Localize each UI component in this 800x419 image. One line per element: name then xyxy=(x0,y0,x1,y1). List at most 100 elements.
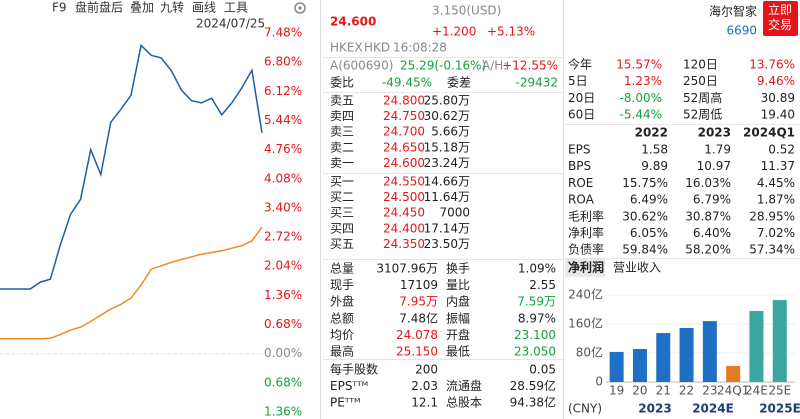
y-tick-label: 6.80% xyxy=(264,55,302,69)
wc-label: 委差 xyxy=(447,76,471,90)
toolbar-item[interactable]: 工具 xyxy=(224,1,248,15)
perf-value: 30.89 xyxy=(761,91,795,105)
fin-label: 毛利率 xyxy=(568,208,604,223)
stat-label: 现手 xyxy=(330,278,354,292)
tab[interactable]: 营业收入 xyxy=(613,261,661,275)
y-tick-label: 1.36% xyxy=(264,405,302,419)
stat-label: 均价 xyxy=(330,328,354,342)
stat-value: 23.100 xyxy=(514,328,556,342)
y-tick-label: 0.68% xyxy=(264,317,302,331)
fin-label: 负债率 xyxy=(568,242,604,257)
stat-label: 量比 xyxy=(446,278,470,292)
stat-label: 总额 xyxy=(330,311,354,325)
fin-value: 11.37 xyxy=(761,159,795,173)
level-price: 24.750 xyxy=(383,109,425,123)
level-label: 卖二 xyxy=(330,140,354,154)
toolbar-item[interactable]: 画线 xyxy=(192,1,216,15)
toolbar-item[interactable]: 九转 xyxy=(160,0,184,15)
stat-value: 23.050 xyxy=(514,345,556,359)
stat-label: 开盘 xyxy=(446,327,470,342)
level-volume: 25.80万 xyxy=(424,94,470,108)
settings-icon[interactable] xyxy=(294,2,306,14)
usd-price: 3.150(USD) xyxy=(432,4,501,18)
stat-label: 最低 xyxy=(446,345,470,359)
price-line xyxy=(0,226,263,340)
stat-value: 25.150 xyxy=(396,345,438,359)
toolbar-item[interactable]: 盘前盘后 xyxy=(75,0,123,15)
ah-premium: +12.55% xyxy=(502,59,558,73)
level-label: 卖五 xyxy=(330,94,354,108)
bar xyxy=(632,349,647,382)
level-label: 卖一 xyxy=(330,156,354,170)
perf-value: -5.44% xyxy=(620,108,662,122)
toolbar-item[interactable]: 叠加 xyxy=(130,1,154,15)
fin-value: 6.79% xyxy=(693,193,731,207)
last-price: 24.600 xyxy=(330,15,376,29)
fin-value: 58.20% xyxy=(685,243,731,257)
y-tick-label: 5.44% xyxy=(264,113,302,127)
y-tick-label: 6.12% xyxy=(264,84,302,98)
perf-label: 52周高 xyxy=(683,90,722,105)
tab[interactable]: 净利润 xyxy=(568,260,604,275)
toolbar-item[interactable]: F9 xyxy=(52,1,67,15)
y-tick-label: 3.40% xyxy=(264,200,302,214)
level-price: 24.650 xyxy=(383,140,425,154)
stat-value: 0.05 xyxy=(529,363,556,377)
trade-button[interactable] xyxy=(763,1,798,36)
fin-label: 净利率 xyxy=(568,225,604,240)
bar xyxy=(749,310,764,382)
level-label: 买四 xyxy=(330,221,354,235)
currency: HKD xyxy=(364,41,390,55)
y-tick-label: 4.08% xyxy=(264,171,302,185)
stat-value: 7.95万 xyxy=(399,295,438,309)
stat-value: 12.1 xyxy=(411,396,438,410)
level-price: 24.400 xyxy=(383,221,425,235)
period-label: (CNY) xyxy=(568,402,602,416)
fin-value: 28.95% xyxy=(749,209,795,223)
period-label: 2025E xyxy=(759,402,800,416)
bar xyxy=(656,333,671,382)
fin-label: EPS xyxy=(568,143,590,157)
level-volume: 14.66万 xyxy=(424,175,470,189)
level-label: 卖四 xyxy=(330,109,354,123)
level-volume: 5.66万 xyxy=(431,125,470,139)
stock-code: 6690 xyxy=(726,24,757,38)
perf-value: 13.76% xyxy=(749,58,795,72)
y-tick-label: 80亿 xyxy=(576,345,603,360)
bar xyxy=(702,321,717,382)
fin-value: 10.97 xyxy=(697,159,731,173)
change-pct: +5.13% xyxy=(487,25,535,39)
fin-value: 57.34% xyxy=(749,243,795,257)
y-tick-label: 0.00% xyxy=(264,346,302,360)
trade-button-label[interactable]: 立即交易 xyxy=(768,2,792,32)
ah-label: A/H: xyxy=(482,59,507,73)
wc: -29432 xyxy=(515,76,558,90)
level-label: 买二 xyxy=(330,190,354,204)
stat-value: 24.078 xyxy=(396,328,438,342)
level-volume: 23.24万 xyxy=(424,156,470,170)
x-tick-label: 19 xyxy=(609,384,624,398)
gear-hub xyxy=(298,6,302,10)
y-tick-label: 0.68% xyxy=(264,375,302,389)
level-price: 24.700 xyxy=(383,125,425,139)
level-price: 24.800 xyxy=(383,94,425,108)
stat-label: 流通盘 xyxy=(446,378,482,393)
a-price: 25.29(-0.16%) xyxy=(400,59,486,73)
perf-label: 60日 xyxy=(568,108,595,122)
perf-label: 今年 xyxy=(568,57,592,72)
fin-value: 30.87% xyxy=(685,209,731,223)
stat-label: 总量 xyxy=(330,262,354,276)
bar xyxy=(726,366,741,382)
fin-label: ROE xyxy=(568,176,593,190)
level-label: 卖三 xyxy=(330,125,354,139)
stat-label: 最高 xyxy=(330,344,354,359)
level-label: 买五 xyxy=(330,237,354,251)
level-price: 24.550 xyxy=(383,175,425,189)
stat-label: PEᵀᵀᴹ xyxy=(330,396,361,410)
fin-value: 16.03% xyxy=(685,176,731,190)
gear xyxy=(294,2,306,14)
fin-year: 2023 xyxy=(698,126,731,140)
fin-value: 9.89 xyxy=(641,159,668,173)
perf-label: 250日 xyxy=(683,74,718,88)
